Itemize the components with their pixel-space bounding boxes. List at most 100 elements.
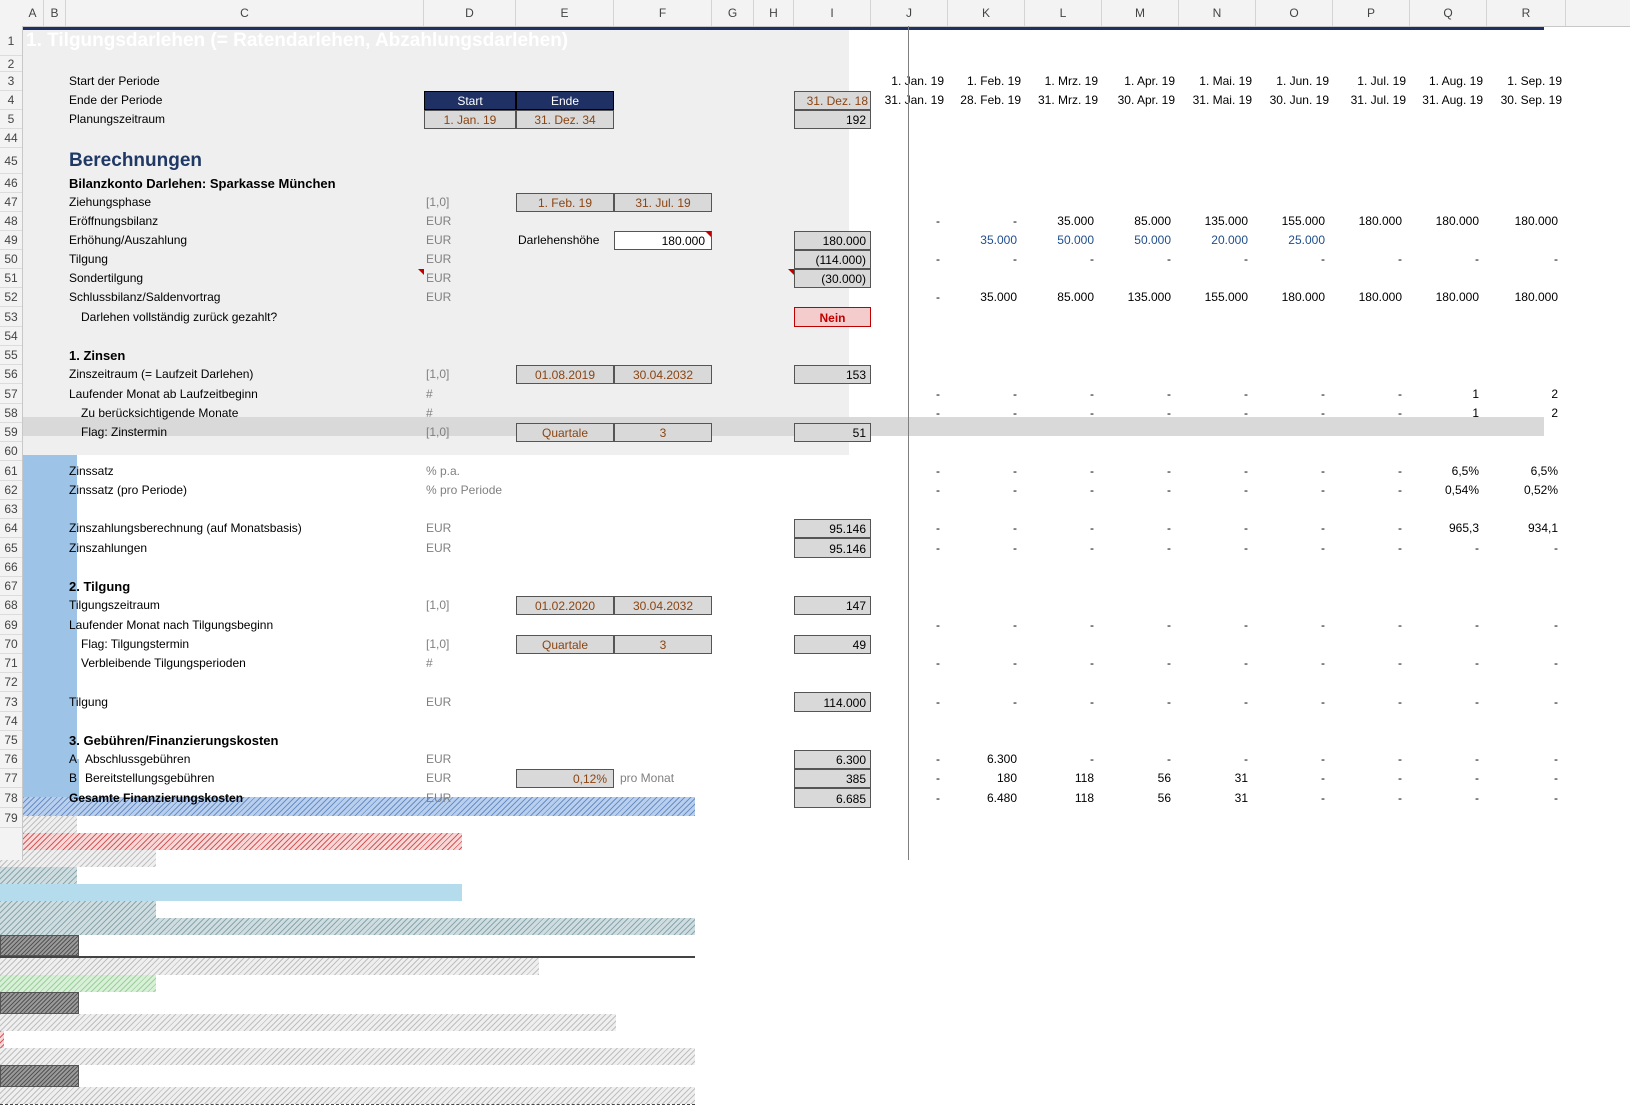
row-header-47[interactable]: 47 [0,193,22,212]
erhoehung-value-j[interactable] [871,231,940,250]
row-header-72[interactable]: 72 [0,673,22,692]
row-header-70[interactable]: 70 [0,635,22,654]
row-header-44[interactable]: 44 [0,129,22,148]
row-header-66[interactable]: 66 [0,558,22,577]
row-header-77[interactable]: 77 [0,769,22,788]
row-header-55[interactable]: 55 [0,346,22,365]
ziehungsphase-start[interactable]: 1. Feb. 19 [516,193,614,212]
row-header-57[interactable]: 57 [0,384,22,404]
column-header-i[interactable]: I [794,0,871,26]
eroeffnungsbilanz-value-o: 155.000 [1281,214,1325,228]
column-header-k[interactable]: K [948,0,1025,26]
tilgungszeitraum-end[interactable]: 30.04.2032 [614,596,712,615]
row-header-76[interactable]: 76 [0,750,22,769]
row-header-45[interactable]: 45 [0,148,22,174]
column-header-j[interactable]: J [871,0,948,26]
row-header-5[interactable]: 5 [0,110,22,129]
column-header-d[interactable]: D [424,0,516,26]
zinszeitraum-start[interactable]: 01.08.2019 [516,365,614,384]
darlehenshoehe-input[interactable]: 180.000 [614,231,712,250]
row-header-46[interactable]: 46 [0,174,22,193]
zinszahlungen-label: Zinszahlungen [69,541,148,555]
bereitstellung-rate-input[interactable]: 0,12% [516,769,614,788]
erhoehung-value-k[interactable]: 35.000 [980,233,1017,247]
row-header-68[interactable]: 68 [0,596,22,615]
row-header-2[interactable]: 2 [0,56,22,72]
erhoehung-value-n[interactable]: 20.000 [1211,233,1248,247]
column-header-c[interactable]: C [66,0,424,26]
start-header-button[interactable]: Start [424,91,516,110]
erhoehung-value-r[interactable] [1487,231,1558,250]
row-header-3[interactable]: 3 [0,72,22,91]
zinszahlungen-value-p: - [1398,541,1402,555]
planning-start-date[interactable]: 1. Jan. 19 [424,110,516,129]
column-header-o[interactable]: O [1256,0,1333,26]
flag-zinstermin-months[interactable]: 3 [614,423,712,442]
laufender-monat-tilgung-value-j: - [936,618,940,632]
flag-tilgungstermin-frequency[interactable]: Quartale [516,635,614,654]
column-header-e[interactable]: E [516,0,614,26]
planning-end-date[interactable]: 31. Dez. 34 [516,110,614,129]
erhoehung-value-m[interactable]: 50.000 [1134,233,1171,247]
row-header-4[interactable]: 4 [0,91,22,110]
row-header-67[interactable]: 67 [0,577,22,596]
row-header-48[interactable]: 48 [0,212,22,231]
erhoehung-hatch-j [0,867,77,884]
column-header-b[interactable]: B [44,0,66,26]
schlussbilanz-value-l: 85.000 [1057,290,1094,304]
flag-tilgungstermin-months[interactable]: 3 [614,635,712,654]
column-header-n[interactable]: N [1179,0,1256,26]
column-header-f[interactable]: F [614,0,712,26]
tilgung-summe-value-o: - [1321,695,1325,709]
erhoehung-value-q[interactable] [1410,231,1479,250]
tilgung-summe-value-q: - [1475,695,1479,709]
grey-band-5 [0,283,849,302]
row-header-1[interactable]: 1 [0,26,22,56]
row-header-50[interactable]: 50 [0,250,22,269]
row-header-64[interactable]: 64 [0,519,22,538]
row-header-75[interactable]: 75 [0,731,22,750]
row-header-58[interactable]: 58 [0,404,22,423]
tilgung-summe-total: 114.000 [794,692,871,712]
erhoehung-unit: EUR [426,233,452,247]
row-header-74[interactable]: 74 [0,712,22,731]
erhoehung-value-p[interactable] [1333,231,1402,250]
tilgungszeitraum-start[interactable]: 01.02.2020 [516,596,614,615]
column-header-m[interactable]: M [1102,0,1179,26]
row-header-56[interactable]: 56 [0,365,22,384]
row-header-79[interactable]: 79 [0,808,22,828]
erhoehung-value-l[interactable]: 50.000 [1057,233,1094,247]
abschluss-value-o: - [1321,752,1325,766]
row-header-62[interactable]: 62 [0,481,22,500]
zinszeitraum-end[interactable]: 30.04.2032 [614,365,712,384]
row-header-60[interactable]: 60 [0,442,22,461]
row-header-59[interactable]: 59 [0,423,22,442]
row-header-78[interactable]: 78 [0,788,22,808]
end-header-button[interactable]: Ende [516,91,614,110]
column-header-r[interactable]: R [1487,0,1566,26]
sondertilgung-i-marker [788,269,794,275]
planning-hatch-row [0,797,695,816]
row-header-61[interactable]: 61 [0,461,22,481]
column-header-q[interactable]: Q [1410,0,1487,26]
row-header-69[interactable]: 69 [0,615,22,635]
column-header-h[interactable]: H [754,0,794,26]
row-header-71[interactable]: 71 [0,654,22,673]
column-header-a[interactable]: A [22,0,44,26]
schlussbilanz-value-r: 180.000 [1514,290,1558,304]
row-header-65[interactable]: 65 [0,538,22,558]
column-header-p[interactable]: P [1333,0,1410,26]
erhoehung-label: Erhöhung/Auszahlung [69,233,188,247]
erhoehung-value-o[interactable]: 25.000 [1288,233,1325,247]
ziehungsphase-end[interactable]: 31. Jul. 19 [614,193,712,212]
row-header-49[interactable]: 49 [0,231,22,250]
flag-zinstermin-frequency[interactable]: Quartale [516,423,614,442]
row-header-73[interactable]: 73 [0,692,22,712]
row-header-63[interactable]: 63 [0,500,22,519]
row-header-51[interactable]: 51 [0,269,22,288]
row-header-52[interactable]: 52 [0,288,22,307]
column-header-g[interactable]: G [712,0,754,26]
column-header-l[interactable]: L [1025,0,1102,26]
row-header-53[interactable]: 53 [0,307,22,327]
row-header-54[interactable]: 54 [0,327,22,346]
